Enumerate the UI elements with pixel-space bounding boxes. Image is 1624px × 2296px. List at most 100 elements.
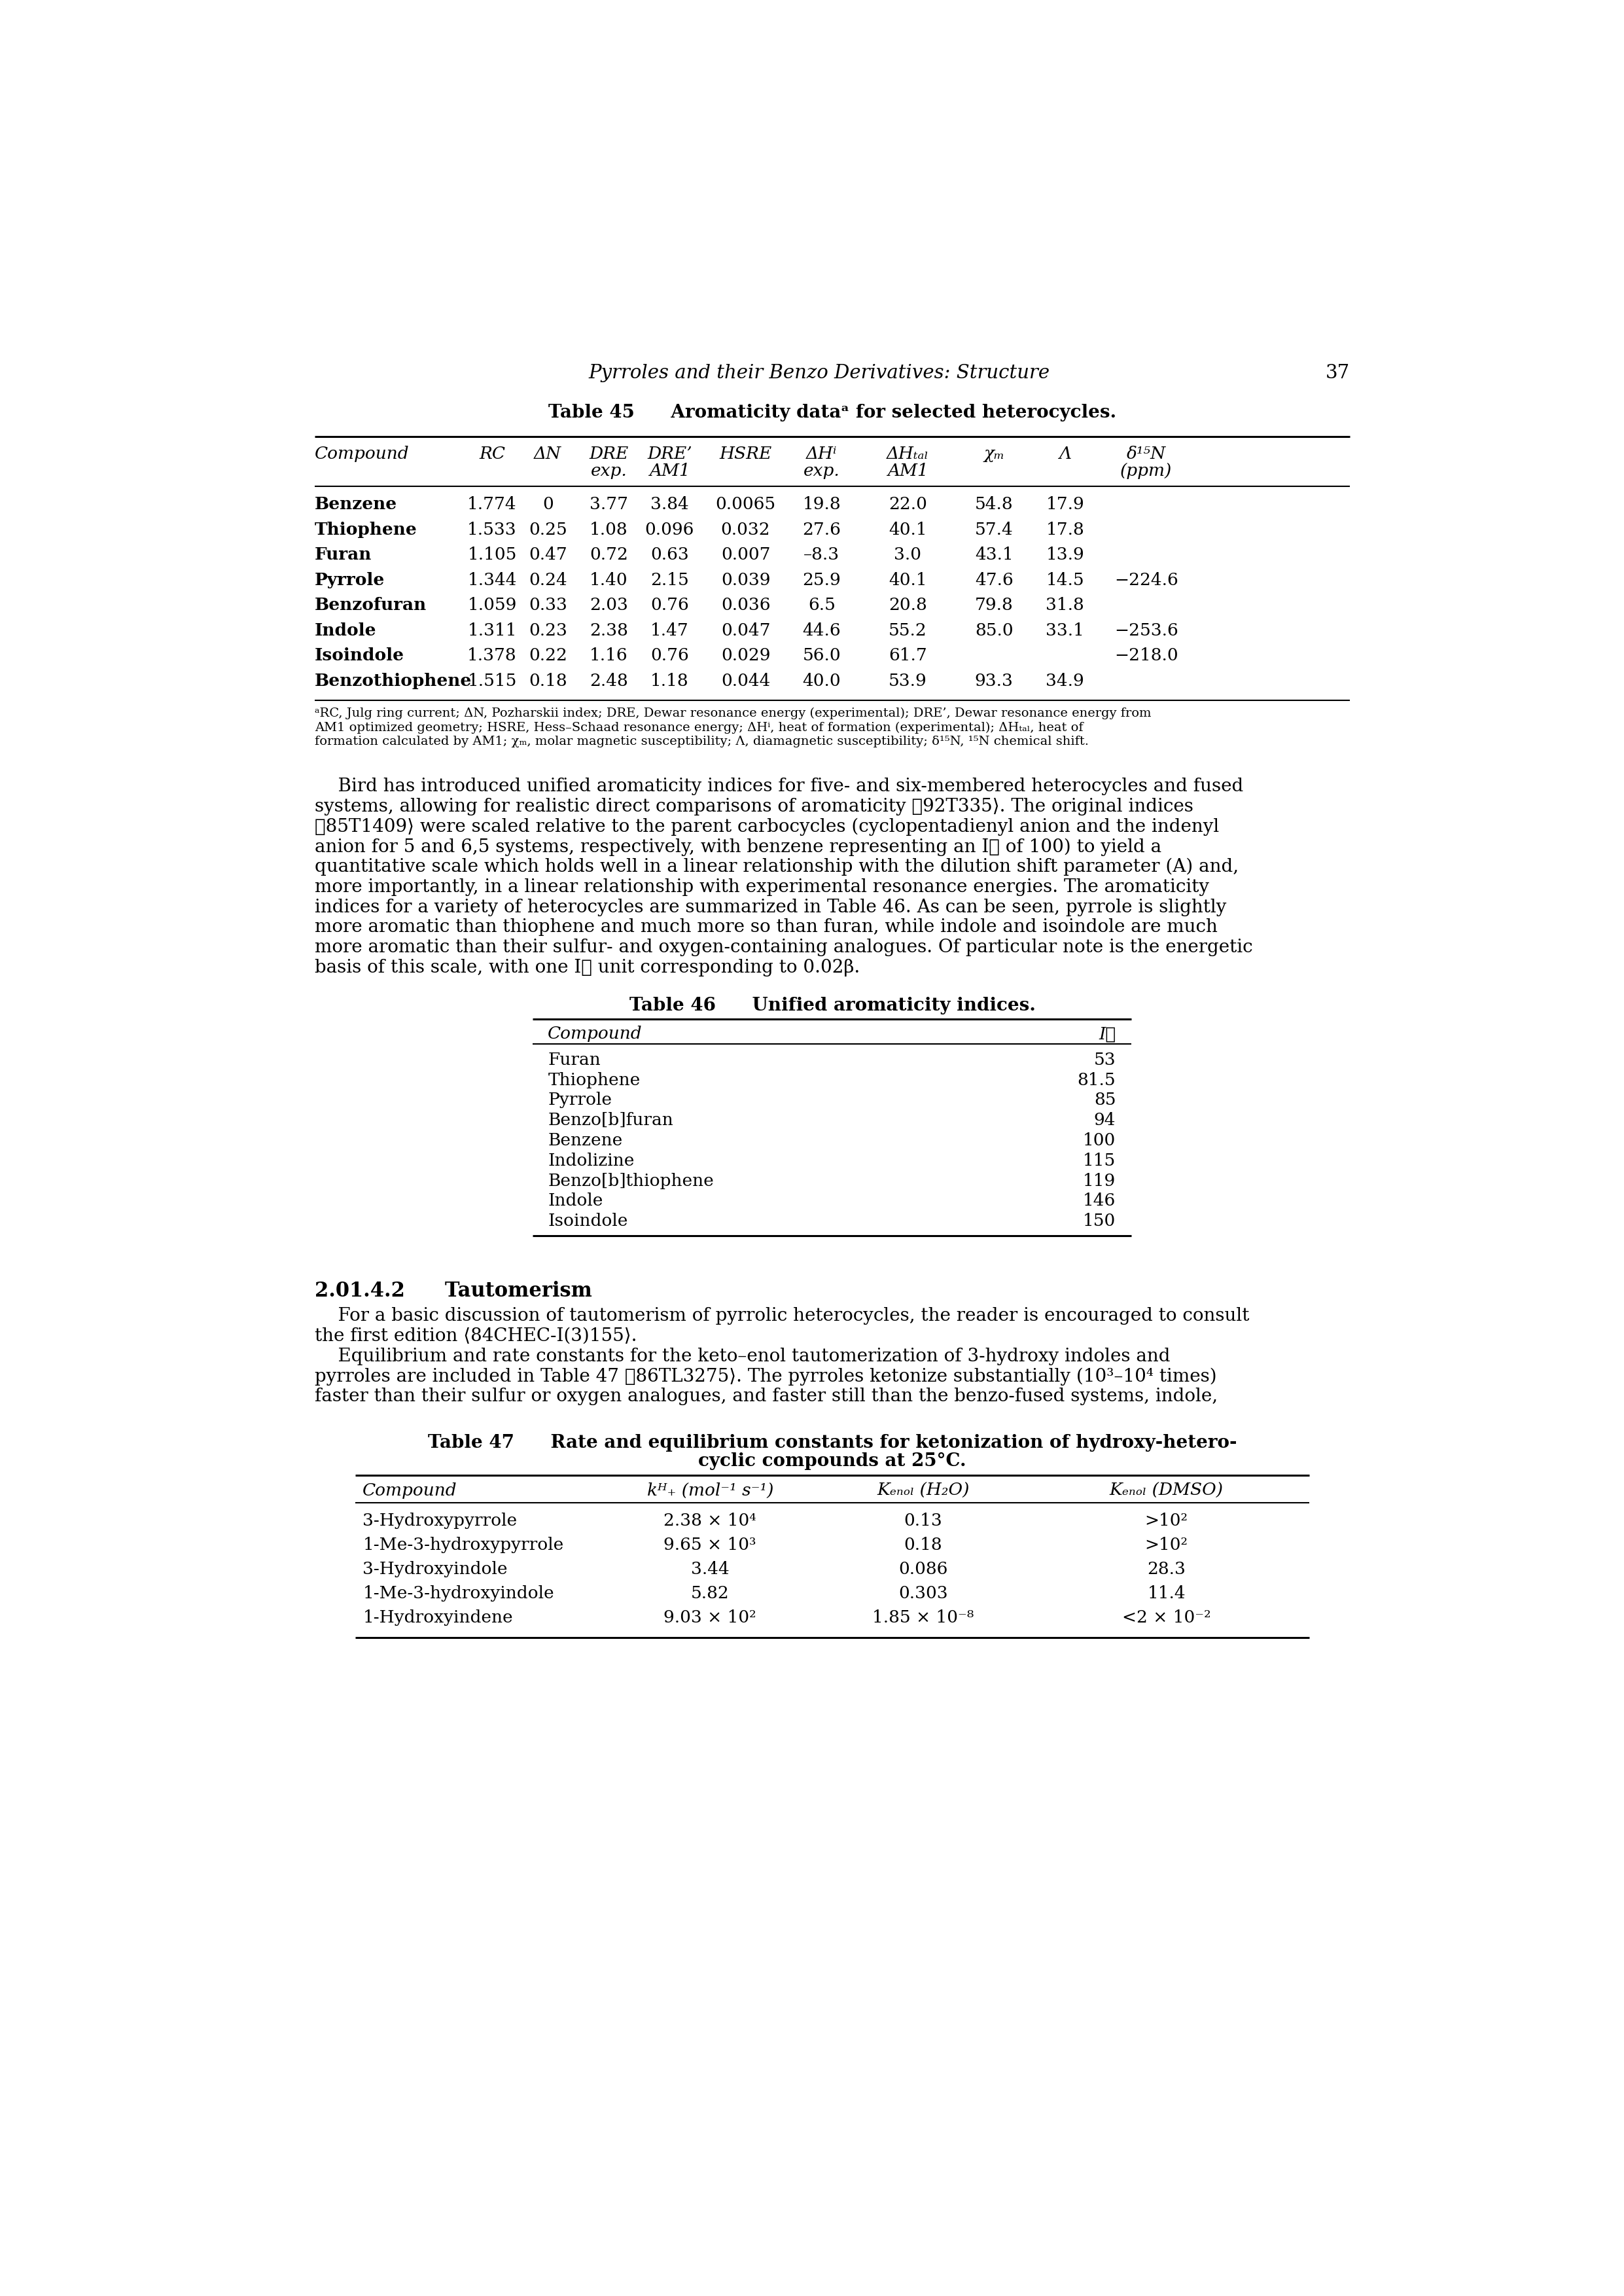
Text: 0.096: 0.096 <box>645 521 693 537</box>
Text: 0.33: 0.33 <box>528 597 567 613</box>
Text: 0.029: 0.029 <box>721 647 770 664</box>
Text: 119: 119 <box>1083 1173 1116 1189</box>
Text: Furan: Furan <box>315 546 372 563</box>
Text: 1.059: 1.059 <box>468 597 516 613</box>
Text: Benzo[b]furan: Benzo[b]furan <box>547 1111 674 1127</box>
Text: ᵃRC, Julg ring current; ΔN, Pozharskii index; DRE, Dewar resonance energy (exper: ᵃRC, Julg ring current; ΔN, Pozharskii i… <box>315 707 1151 719</box>
Text: 14.5: 14.5 <box>1046 572 1085 588</box>
Text: Pyrroles and their Benzo Derivatives: Structure: Pyrroles and their Benzo Derivatives: St… <box>588 363 1049 381</box>
Text: 2.15: 2.15 <box>650 572 689 588</box>
Text: 1.774: 1.774 <box>468 496 516 512</box>
Text: 56.0: 56.0 <box>802 647 841 664</box>
Text: cyclic compounds at 25°C.: cyclic compounds at 25°C. <box>698 1453 966 1469</box>
Text: 94: 94 <box>1095 1111 1116 1127</box>
Text: 61.7: 61.7 <box>888 647 927 664</box>
Text: 0.24: 0.24 <box>528 572 567 588</box>
Text: <2 × 10⁻²: <2 × 10⁻² <box>1122 1609 1212 1626</box>
Text: 0.044: 0.044 <box>721 673 770 689</box>
Text: 1-Hydroxyindene: 1-Hydroxyindene <box>362 1609 513 1626</box>
Text: DRE: DRE <box>590 445 628 461</box>
Text: 40.1: 40.1 <box>888 572 927 588</box>
Text: Equilibrium and rate constants for the keto–enol tautomerization of 3-hydroxy in: Equilibrium and rate constants for the k… <box>315 1348 1169 1366</box>
Text: DRE’: DRE’ <box>646 445 692 461</box>
Text: Table 46  Unified aromaticity indices.: Table 46 Unified aromaticity indices. <box>628 996 1036 1015</box>
Text: 0.72: 0.72 <box>590 546 628 563</box>
Text: 1.311: 1.311 <box>468 622 516 638</box>
Text: formation calculated by AM1; χₘ, molar magnetic susceptibility; Λ, diamagnetic s: formation calculated by AM1; χₘ, molar m… <box>315 735 1088 748</box>
Text: 85: 85 <box>1095 1093 1116 1109</box>
Text: basis of this scale, with one I⨆ unit corresponding to 0.02β.: basis of this scale, with one I⨆ unit co… <box>315 960 859 976</box>
Text: 2.38 × 10⁴: 2.38 × 10⁴ <box>664 1513 757 1529</box>
Text: Thiophene: Thiophene <box>547 1072 640 1088</box>
Text: −218.0: −218.0 <box>1114 647 1177 664</box>
Text: 37: 37 <box>1325 363 1350 381</box>
Text: 81.5: 81.5 <box>1077 1072 1116 1088</box>
Text: −253.6: −253.6 <box>1114 622 1177 638</box>
Text: 34.9: 34.9 <box>1046 673 1085 689</box>
Text: ΔN: ΔN <box>534 445 562 461</box>
Text: 150: 150 <box>1083 1212 1116 1228</box>
Text: −224.6: −224.6 <box>1114 572 1177 588</box>
Text: Compound: Compound <box>547 1026 643 1042</box>
Text: 0.22: 0.22 <box>528 647 567 664</box>
Text: (ppm): (ppm) <box>1121 464 1173 480</box>
Text: quantitative scale which holds well in a linear relationship with the dilution s: quantitative scale which holds well in a… <box>315 859 1239 877</box>
Text: 0.039: 0.039 <box>721 572 770 588</box>
Text: HSRE: HSRE <box>719 445 771 461</box>
Text: 0.047: 0.047 <box>721 622 770 638</box>
Text: 13.9: 13.9 <box>1046 546 1085 563</box>
Text: 1.378: 1.378 <box>468 647 516 664</box>
Text: Λ: Λ <box>1059 445 1072 461</box>
Text: 2.38: 2.38 <box>590 622 628 638</box>
Text: 2.03: 2.03 <box>590 597 628 613</box>
Text: 20.8: 20.8 <box>888 597 927 613</box>
Text: exp.: exp. <box>591 464 627 480</box>
Text: more importantly, in a linear relationship with experimental resonance energies.: more importantly, in a linear relationsh… <box>315 879 1208 895</box>
Text: faster than their sulfur or oxygen analogues, and faster still than the benzo-fu: faster than their sulfur or oxygen analo… <box>315 1387 1218 1405</box>
Text: AM1: AM1 <box>887 464 929 480</box>
Text: 0.086: 0.086 <box>898 1561 948 1577</box>
Text: 31.8: 31.8 <box>1046 597 1085 613</box>
Text: Benzo[b]thiophene: Benzo[b]thiophene <box>547 1173 715 1189</box>
Text: anion for 5 and 6,5 systems, respectively, with benzene representing an I⨆ of 10: anion for 5 and 6,5 systems, respectivel… <box>315 838 1161 856</box>
Text: 0.63: 0.63 <box>650 546 689 563</box>
Text: 3.0: 3.0 <box>895 546 921 563</box>
Text: >10²: >10² <box>1145 1513 1189 1529</box>
Text: 0.032: 0.032 <box>721 521 770 537</box>
Text: 0.18: 0.18 <box>905 1536 942 1554</box>
Text: 1-Me-3-hydroxyindole: 1-Me-3-hydroxyindole <box>362 1584 554 1603</box>
Text: 3-Hydroxyindole: 3-Hydroxyindole <box>362 1561 508 1577</box>
Text: 0.76: 0.76 <box>650 597 689 613</box>
Text: AM1: AM1 <box>650 464 690 480</box>
Text: For a basic discussion of tautomerism of pyrrolic heterocycles, the reader is en: For a basic discussion of tautomerism of… <box>315 1306 1249 1325</box>
Text: Benzothiophene: Benzothiophene <box>315 673 471 689</box>
Text: more aromatic than their sulfur- and oxygen-containing analogues. Of particular : more aromatic than their sulfur- and oxy… <box>315 939 1252 957</box>
Text: 9.03 × 10²: 9.03 × 10² <box>664 1609 757 1626</box>
Text: 25.9: 25.9 <box>802 572 841 588</box>
Text: ➒85T1409⟩ were scaled relative to the parent carbocycles (cyclopentadienyl anion: ➒85T1409⟩ were scaled relative to the pa… <box>315 817 1220 836</box>
Text: 1.105: 1.105 <box>468 546 516 563</box>
Text: 1.344: 1.344 <box>468 572 516 588</box>
Text: 93.3: 93.3 <box>974 673 1013 689</box>
Text: 47.6: 47.6 <box>974 572 1013 588</box>
Text: indices for a variety of heterocycles are summarized in Table 46. As can be seen: indices for a variety of heterocycles ar… <box>315 898 1226 916</box>
Text: 0.036: 0.036 <box>721 597 770 613</box>
Text: 3-Hydroxypyrrole: 3-Hydroxypyrrole <box>362 1513 516 1529</box>
Text: systems, allowing for realistic direct comparisons of aromaticity ➒92T335⟩. The : systems, allowing for realistic direct c… <box>315 797 1194 815</box>
Text: Indole: Indole <box>547 1192 603 1210</box>
Text: 0.25: 0.25 <box>528 521 567 537</box>
Text: Furan: Furan <box>547 1052 601 1068</box>
Text: 55.2: 55.2 <box>888 622 927 638</box>
Text: 1.515: 1.515 <box>468 673 516 689</box>
Text: Isoindole: Isoindole <box>547 1212 628 1228</box>
Text: 2.48: 2.48 <box>590 673 628 689</box>
Text: 100: 100 <box>1083 1132 1116 1148</box>
Text: Table 47  Rate and equilibrium constants for ketonization of hydroxy-hetero-: Table 47 Rate and equilibrium constants … <box>427 1435 1237 1451</box>
Text: 1.18: 1.18 <box>650 673 689 689</box>
Text: Benzene: Benzene <box>315 496 398 512</box>
Text: 1-Me-3-hydroxypyrrole: 1-Me-3-hydroxypyrrole <box>362 1536 564 1554</box>
Text: 2.01.4.2  Tautomerism: 2.01.4.2 Tautomerism <box>315 1281 591 1302</box>
Text: 17.9: 17.9 <box>1046 496 1085 512</box>
Text: I⨆: I⨆ <box>1098 1026 1116 1042</box>
Text: 44.6: 44.6 <box>802 622 841 638</box>
